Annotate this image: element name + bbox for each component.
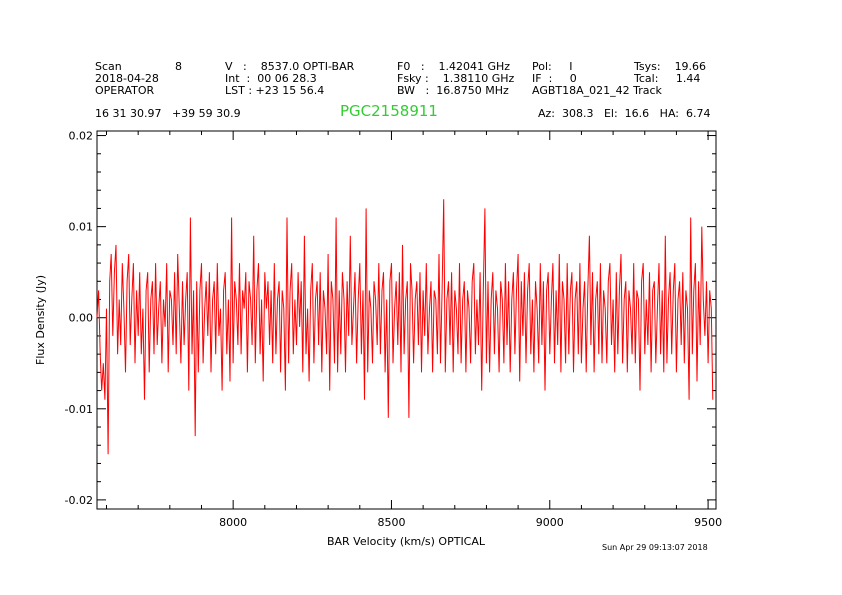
header-coordinates: 16 31 30.97 +39 59 30.9: [95, 107, 241, 120]
header-az-el-ha: Az: 308.3 El: 16.6 HA: 6.74: [538, 107, 711, 120]
x-tick-label: 8500: [377, 516, 405, 529]
header-tsys: Tsys: 19.66: [634, 60, 707, 73]
y-tick-labels: -0.02 -0.01 0.00 0.01 0.02: [65, 130, 93, 507]
header-integration: Int : 00 06 28.3: [225, 72, 317, 85]
x-tick-labels: 8000 8500 9000 9500: [219, 516, 722, 529]
header-if: IF : 0: [532, 72, 577, 85]
header-observer: OPERATOR: [95, 84, 155, 97]
y-tick-label: -0.02: [65, 494, 93, 507]
header-pol: Pol: I: [532, 60, 573, 73]
x-tick-label: 8000: [219, 516, 247, 529]
header-scan-value: 8: [175, 60, 182, 73]
header-date: 2018-04-28: [95, 72, 159, 85]
spectrum-line: [96, 199, 714, 455]
x-tick-label: 9000: [536, 516, 564, 529]
y-tick-label: 0.01: [69, 221, 94, 234]
y-tick-label: 0.02: [69, 130, 94, 143]
header-velocity: V : 8537.0 OPTI-BAR: [225, 60, 355, 73]
header-fsky: Fsky : 1.38110 GHz: [397, 72, 515, 85]
plot-timestamp: Sun Apr 29 09:13:07 2018: [602, 543, 708, 552]
y-tick-label: 0.00: [69, 312, 94, 325]
y-axis-label: Flux Density (Jy): [34, 275, 47, 365]
plot-frame: [96, 130, 717, 510]
y-tick-label: -0.01: [65, 403, 93, 416]
header-f0: F0 : 1.42041 GHz: [397, 60, 511, 73]
header-tcal: Tcal: 1.44: [634, 72, 701, 85]
x-tick-label: 9500: [694, 516, 722, 529]
header-project: AGBT18A_021_42 Track: [532, 84, 662, 97]
header-lst: LST : +23 15 56.4: [225, 84, 325, 97]
source-name: PGC2158911: [340, 102, 438, 120]
x-axis-label: BAR Velocity (km/s) OPTICAL: [327, 535, 486, 548]
header-scan-label: Scan: [95, 60, 122, 73]
header-bw: BW : 16.8750 MHz: [397, 84, 509, 97]
